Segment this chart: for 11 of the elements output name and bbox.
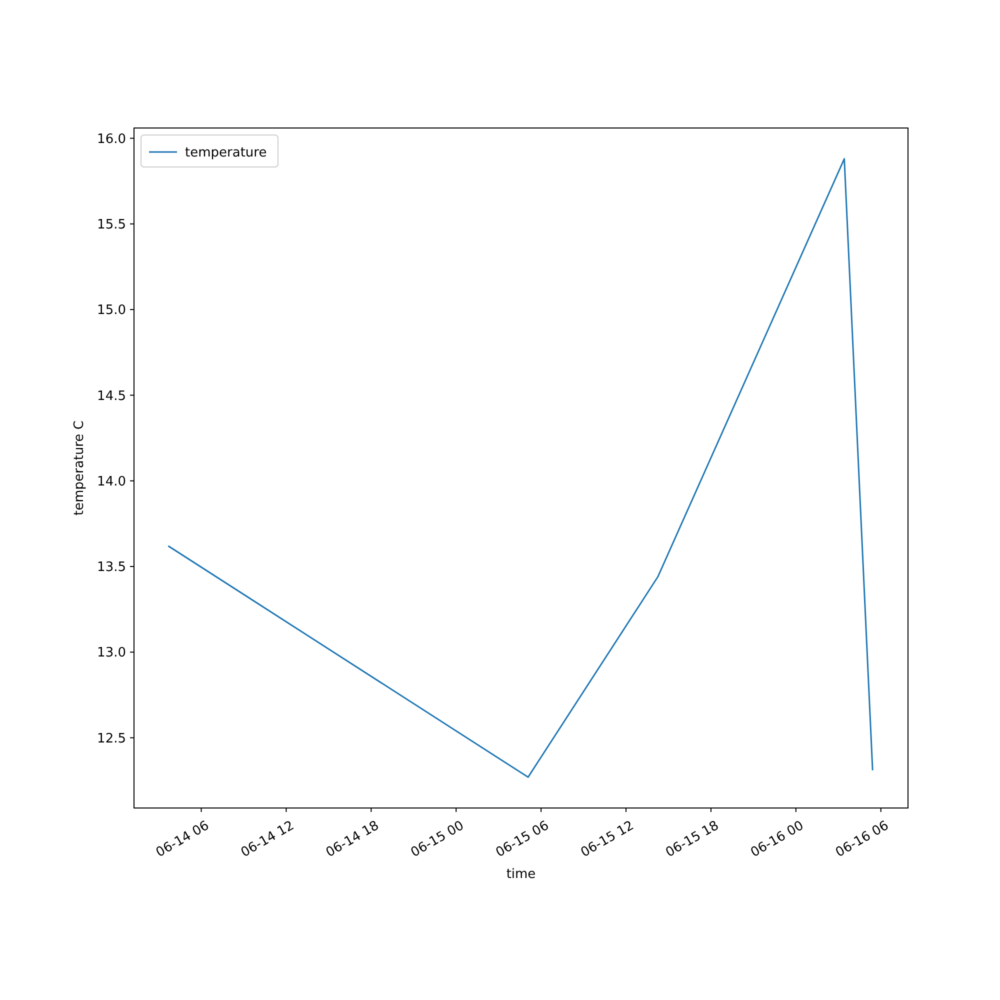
y-tick-label: 13.5	[97, 560, 126, 576]
y-tick-label: 16.0	[97, 132, 126, 147]
y-tick-label: 15.5	[97, 217, 126, 232]
y-axis-title: temperature C	[72, 420, 87, 516]
y-tick-label: 12.5	[97, 731, 126, 746]
y-tick-label: 13.0	[97, 646, 126, 661]
x-axis-title: time	[506, 867, 536, 882]
y-tick-label: 14.0	[97, 474, 126, 490]
legend-label: temperature	[185, 146, 267, 161]
y-tick-label: 14.5	[97, 388, 126, 404]
y-tick-label: 15.0	[97, 303, 126, 318]
